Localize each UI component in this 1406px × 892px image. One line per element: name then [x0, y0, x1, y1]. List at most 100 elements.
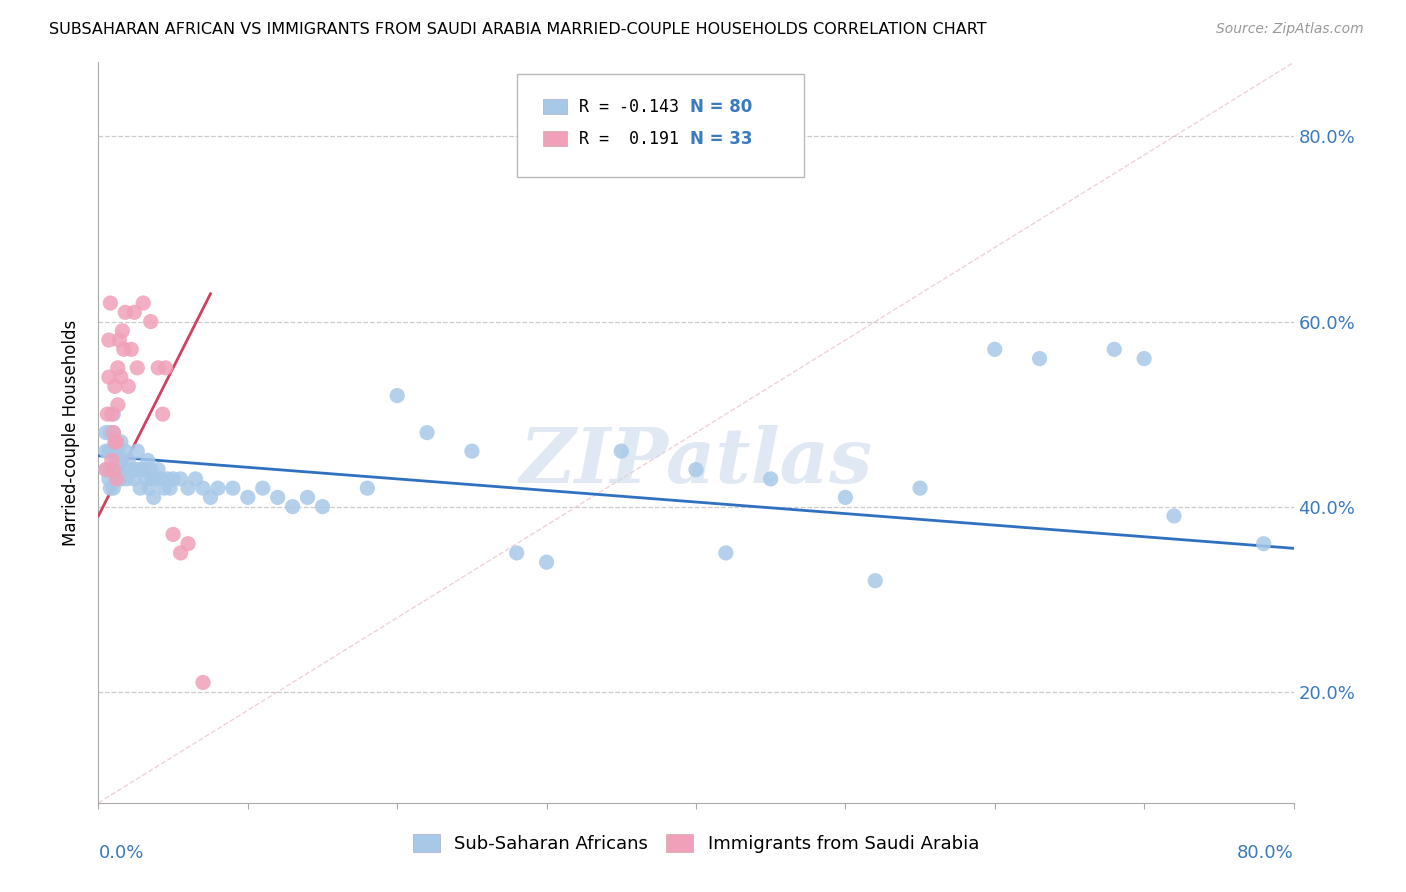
- Point: [114, 444, 136, 458]
- Point: [96, 407, 118, 421]
- Point: [267, 491, 290, 505]
- Point: [120, 343, 142, 357]
- Point: [865, 574, 887, 588]
- FancyBboxPatch shape: [517, 73, 804, 178]
- Point: [281, 500, 304, 514]
- Point: [150, 472, 173, 486]
- Point: [207, 481, 229, 495]
- Point: [108, 333, 131, 347]
- Point: [169, 546, 191, 560]
- Text: SUBSAHARAN AFRICAN VS IMMIGRANTS FROM SAUDI ARABIA MARRIED-COUPLE HOUSEHOLDS COR: SUBSAHARAN AFRICAN VS IMMIGRANTS FROM SA…: [49, 22, 987, 37]
- Point: [125, 462, 148, 476]
- Text: 80.0%: 80.0%: [1237, 844, 1294, 862]
- FancyBboxPatch shape: [543, 131, 567, 146]
- Point: [97, 444, 120, 458]
- Point: [101, 453, 124, 467]
- Point: [110, 472, 132, 486]
- Point: [103, 444, 125, 458]
- Point: [759, 472, 782, 486]
- Point: [191, 481, 214, 495]
- Point: [117, 379, 139, 393]
- Point: [103, 425, 125, 440]
- Point: [610, 444, 633, 458]
- Point: [908, 481, 931, 495]
- Point: [461, 444, 484, 458]
- Point: [685, 462, 707, 476]
- Point: [98, 462, 122, 476]
- Point: [162, 527, 184, 541]
- Point: [136, 453, 159, 467]
- Y-axis label: Married-couple Households: Married-couple Households: [62, 319, 80, 546]
- Point: [141, 472, 163, 486]
- Point: [506, 546, 529, 560]
- Point: [124, 472, 146, 486]
- Point: [385, 389, 409, 403]
- Point: [148, 462, 170, 476]
- Point: [252, 481, 274, 495]
- Point: [156, 472, 179, 486]
- Point: [1104, 343, 1126, 357]
- Point: [159, 481, 181, 495]
- Point: [128, 462, 150, 476]
- Point: [111, 324, 134, 338]
- Point: [105, 434, 128, 449]
- Point: [98, 481, 122, 495]
- Point: [148, 360, 170, 375]
- Text: N = 33: N = 33: [690, 129, 752, 148]
- Point: [103, 481, 125, 495]
- Point: [101, 407, 124, 421]
- Text: R = -0.143: R = -0.143: [579, 98, 679, 116]
- Point: [139, 314, 162, 328]
- Point: [984, 343, 1007, 357]
- Point: [94, 444, 117, 458]
- Point: [103, 462, 125, 476]
- Point: [104, 434, 127, 449]
- Point: [152, 407, 174, 421]
- FancyBboxPatch shape: [543, 99, 567, 114]
- Point: [153, 481, 176, 495]
- Point: [94, 462, 117, 476]
- Point: [120, 462, 142, 476]
- Point: [105, 453, 128, 467]
- Point: [132, 462, 155, 476]
- Point: [129, 481, 152, 495]
- Point: [110, 434, 132, 449]
- Point: [103, 462, 125, 476]
- Point: [1253, 536, 1275, 550]
- Point: [162, 472, 184, 486]
- Point: [94, 462, 117, 476]
- Point: [97, 472, 120, 486]
- Text: N = 80: N = 80: [690, 98, 752, 116]
- Point: [105, 472, 128, 486]
- Point: [98, 425, 122, 440]
- Point: [132, 296, 155, 310]
- Point: [714, 546, 737, 560]
- Text: ZIPatlas: ZIPatlas: [519, 425, 873, 500]
- Point: [127, 444, 149, 458]
- Point: [108, 472, 131, 486]
- Point: [103, 407, 125, 421]
- Point: [155, 360, 177, 375]
- Point: [97, 370, 120, 384]
- Point: [115, 472, 138, 486]
- Point: [356, 481, 378, 495]
- Point: [143, 472, 166, 486]
- Point: [97, 333, 120, 347]
- Point: [108, 453, 131, 467]
- Point: [94, 425, 117, 440]
- Point: [142, 491, 165, 505]
- Point: [98, 296, 122, 310]
- Point: [127, 360, 149, 375]
- Text: 0.0%: 0.0%: [98, 844, 143, 862]
- Point: [191, 675, 214, 690]
- Point: [135, 472, 157, 486]
- Point: [112, 343, 135, 357]
- Point: [105, 472, 128, 486]
- Legend: Sub-Saharan Africans, Immigrants from Saudi Arabia: Sub-Saharan Africans, Immigrants from Sa…: [405, 827, 987, 861]
- Point: [139, 462, 162, 476]
- Point: [297, 491, 319, 505]
- Point: [1028, 351, 1050, 366]
- Point: [536, 555, 558, 569]
- Point: [311, 500, 333, 514]
- Point: [200, 491, 222, 505]
